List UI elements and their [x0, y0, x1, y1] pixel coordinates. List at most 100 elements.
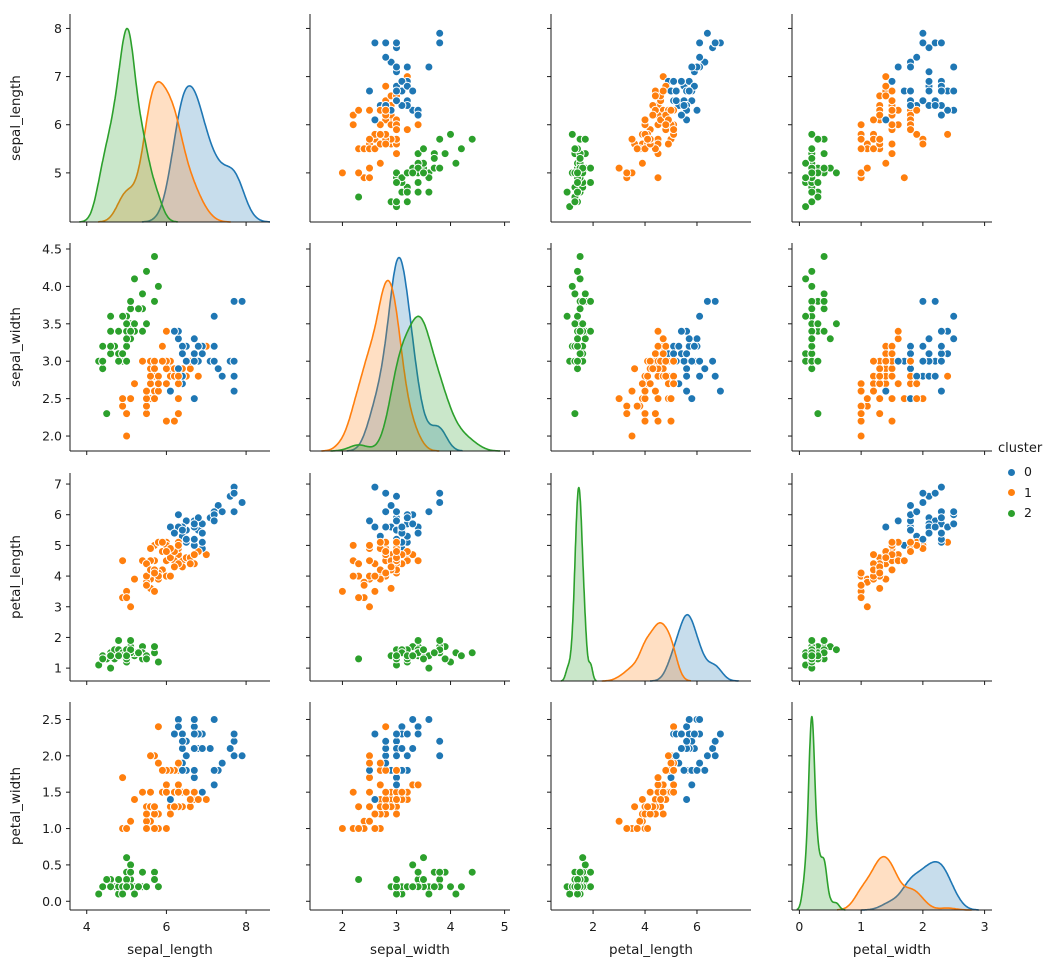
point [906, 101, 915, 110]
point [118, 401, 128, 411]
point [924, 86, 934, 96]
point [695, 311, 705, 321]
point [161, 547, 171, 556]
kde-line-cluster-1 [98, 80, 231, 223]
point [402, 513, 412, 523]
point [575, 252, 585, 261]
scatter-points [562, 28, 725, 212]
point [684, 334, 694, 344]
point [392, 651, 401, 661]
subplot-petal_length-vs-petal_width [788, 473, 992, 685]
point [122, 319, 132, 329]
point [98, 882, 108, 892]
y-axis-label-sepal_width: sepal_width [8, 307, 24, 387]
point [632, 824, 642, 833]
point [102, 409, 112, 419]
point [209, 780, 219, 790]
point [578, 853, 588, 863]
point [146, 379, 155, 389]
point [126, 645, 136, 655]
point [370, 586, 380, 596]
point [173, 787, 183, 797]
point [930, 488, 940, 498]
kde-fill-cluster-0 [346, 257, 463, 451]
point [98, 341, 108, 351]
point [924, 43, 934, 53]
point [695, 758, 705, 768]
point [229, 751, 239, 761]
point [856, 409, 866, 419]
point [687, 62, 697, 72]
point [881, 158, 891, 168]
point [692, 105, 702, 115]
point [573, 341, 582, 351]
point [142, 386, 151, 396]
point [856, 568, 866, 578]
point [381, 802, 391, 812]
point [887, 149, 897, 159]
point [695, 38, 705, 48]
point [875, 379, 885, 389]
point [856, 379, 866, 389]
point [392, 780, 401, 790]
point [169, 802, 179, 812]
point [153, 386, 163, 396]
point [906, 364, 915, 374]
kde-fill-cluster-1 [837, 856, 972, 910]
point [392, 537, 401, 547]
point [586, 163, 595, 173]
x-tick-label: 0 [795, 919, 803, 934]
x-tick-label: 3 [393, 919, 401, 934]
point [918, 534, 928, 544]
point [936, 356, 946, 366]
point [807, 187, 817, 197]
point [161, 364, 171, 374]
point [217, 371, 227, 381]
point [197, 528, 207, 538]
point [413, 867, 423, 877]
point [413, 110, 423, 120]
x-tick-label: 4 [641, 919, 649, 934]
point [676, 110, 686, 120]
point [153, 281, 163, 291]
point [209, 516, 219, 526]
point [150, 642, 159, 652]
point [807, 281, 817, 291]
point [924, 528, 934, 538]
point [118, 349, 128, 359]
point [906, 525, 915, 535]
point [122, 431, 132, 441]
point [392, 197, 401, 207]
point [381, 488, 391, 498]
x-tick-label: 1 [857, 919, 865, 934]
point [682, 386, 692, 396]
point [906, 341, 915, 351]
point [446, 882, 455, 892]
point [451, 158, 461, 168]
point [114, 636, 124, 645]
point [875, 409, 885, 419]
point [229, 356, 239, 366]
point [924, 334, 934, 344]
point [819, 149, 829, 159]
x-axis-label-petal_width: petal_width [853, 942, 931, 958]
subplot-sepal_width-vs-sepal_width [306, 243, 510, 455]
point [173, 371, 183, 381]
point [375, 129, 385, 139]
point [653, 780, 663, 790]
point [656, 795, 666, 804]
point [807, 636, 817, 645]
point [165, 386, 175, 396]
point [930, 522, 940, 532]
point [869, 144, 878, 154]
point [392, 751, 401, 761]
point [819, 296, 829, 306]
point [912, 52, 922, 62]
point [402, 125, 412, 135]
point [142, 319, 151, 329]
point [365, 765, 374, 775]
point [575, 326, 585, 336]
point [710, 751, 720, 761]
point [682, 349, 692, 359]
point [630, 364, 640, 374]
